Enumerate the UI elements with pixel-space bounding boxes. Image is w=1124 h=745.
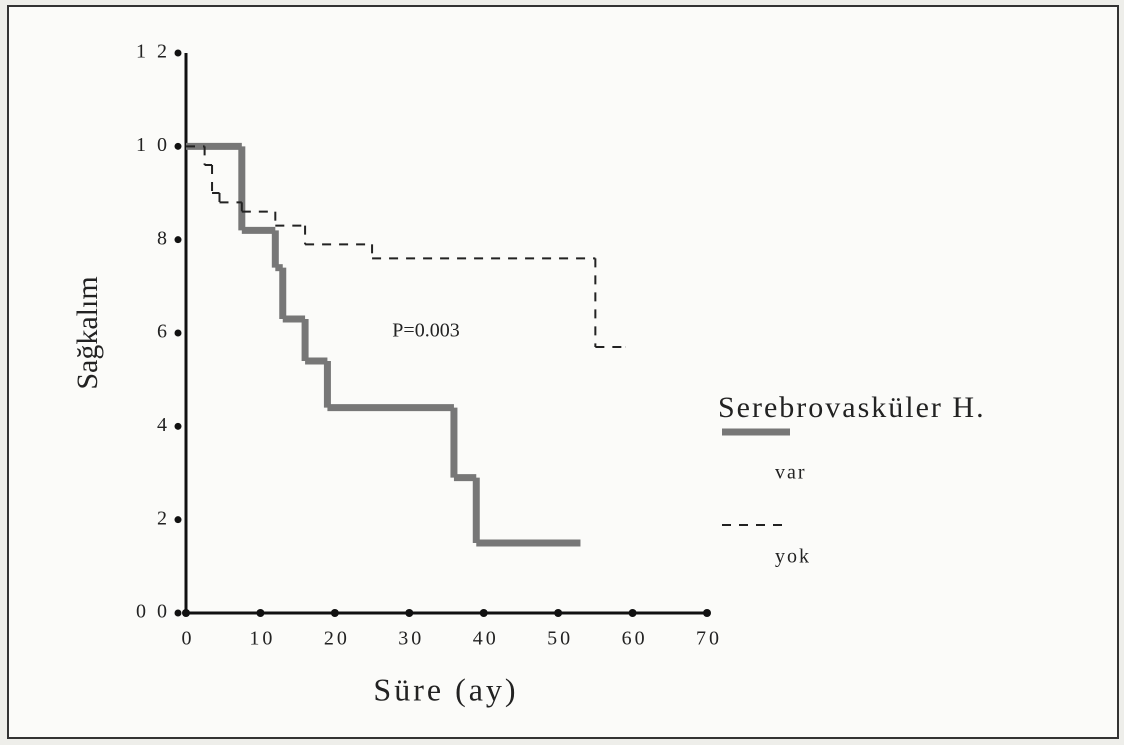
x-tick (182, 609, 190, 617)
x-tick-label: 10 (249, 628, 275, 650)
x-tick (554, 609, 563, 617)
y-tick (174, 516, 182, 524)
x-tick-label: 50 (547, 628, 573, 650)
annotation: P=0.003 (392, 320, 459, 342)
y-tick (174, 609, 182, 617)
legend-label: var (775, 462, 807, 484)
x-tick (330, 609, 339, 617)
y-tick (174, 236, 182, 244)
y-tick-label: 6 (157, 321, 170, 343)
y-tick (174, 142, 182, 150)
y-tick (174, 329, 182, 337)
x-tick-label: 30 (398, 628, 424, 650)
x-tick-label: 40 (473, 628, 499, 650)
legend-title: Serebrovasküler H. (718, 391, 986, 424)
x-tick (479, 609, 488, 617)
y-tick (174, 422, 182, 430)
x-tick (405, 609, 414, 617)
x-tick-label: 70 (696, 628, 722, 650)
y-tick-label: 0 0 (136, 601, 170, 623)
x-tick (703, 609, 711, 617)
x-tick (628, 609, 637, 617)
y-tick-label: 1 2 (136, 41, 170, 63)
frame (7, 5, 1119, 739)
y-tick-label: 8 (157, 227, 170, 249)
y-tick-label: 4 (157, 414, 170, 436)
x-tick-label: 0 (182, 628, 195, 650)
legend-label: yok (775, 546, 811, 568)
x-axis-label: Süre (ay) (373, 671, 518, 707)
y-tick-label: 1 0 (136, 134, 170, 156)
x-tick-label: 60 (622, 628, 648, 650)
y-axis-label: Sağkalım (71, 276, 104, 389)
x-tick-label: 20 (324, 628, 350, 650)
x-tick (256, 609, 265, 617)
y-tick-label: 2 (157, 507, 170, 529)
y-tick (174, 49, 182, 57)
